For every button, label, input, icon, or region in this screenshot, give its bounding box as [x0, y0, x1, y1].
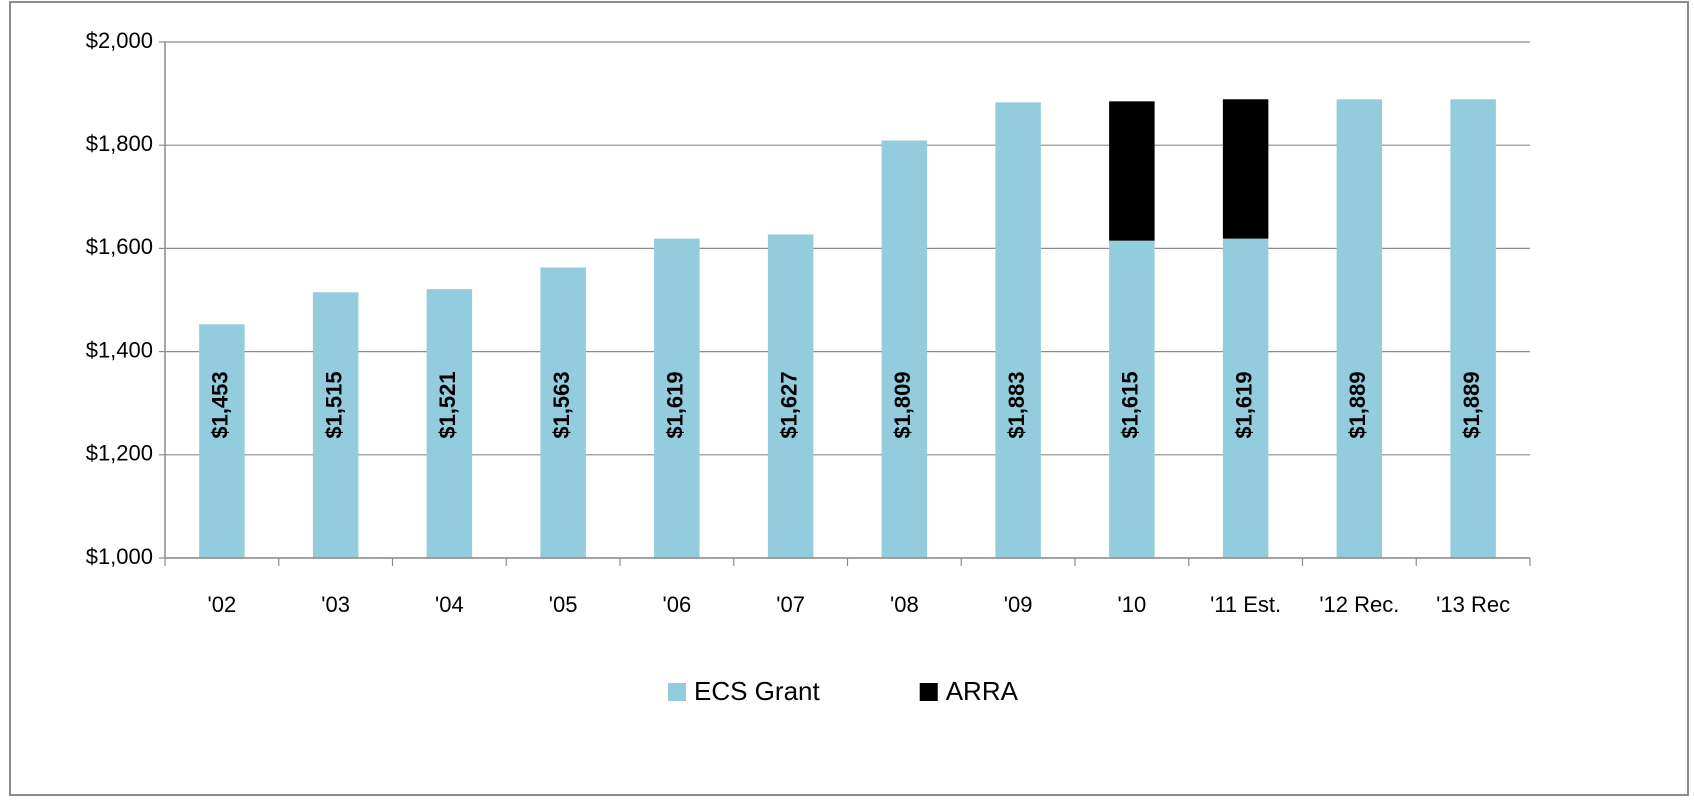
- y-tick-label: $1,800: [86, 131, 153, 156]
- y-tick-label: $1,600: [86, 234, 153, 259]
- bar: [1450, 99, 1496, 558]
- bar: [995, 102, 1041, 558]
- data-label: $1,615: [1118, 371, 1143, 438]
- y-tick-label: $2,000: [86, 28, 153, 53]
- x-tick-label: '03: [321, 592, 350, 617]
- data-label: $1,809: [890, 371, 915, 438]
- x-tick-label: '13 Rec: [1436, 592, 1510, 617]
- bar: [426, 289, 473, 558]
- data-label: $1,453: [208, 371, 233, 438]
- bar: [654, 238, 700, 558]
- x-tick-label: '05: [549, 592, 578, 617]
- data-label: $1,521: [435, 371, 460, 438]
- data-label: $1,619: [1231, 371, 1256, 438]
- y-tick-label: $1,200: [86, 441, 153, 466]
- data-label: $1,619: [663, 371, 688, 438]
- x-tick-label: '04: [435, 592, 464, 617]
- data-label: $270: [1231, 144, 1256, 193]
- legend-swatch: [919, 683, 938, 701]
- bar: [312, 292, 359, 558]
- bar: [1109, 101, 1155, 241]
- x-tick-label: '10: [1118, 592, 1147, 617]
- x-tick-label: '06: [663, 592, 692, 617]
- y-tick-label: $1,400: [86, 337, 153, 362]
- y-tick-label: $1,000: [86, 544, 153, 569]
- data-label: $1,883: [1004, 371, 1029, 438]
- x-tick-label: '07: [776, 592, 805, 617]
- bar: [1336, 99, 1383, 558]
- bar: [1222, 238, 1269, 558]
- legend-label: ARRA: [946, 676, 1019, 706]
- data-label: $1,515: [321, 371, 346, 438]
- legend-swatch: [668, 683, 686, 701]
- data-label: $1,889: [1459, 371, 1484, 438]
- legend-label: ECS Grant: [694, 676, 820, 706]
- x-tick-label: '09: [1004, 592, 1033, 617]
- x-tick-label: '02: [208, 592, 237, 617]
- bar: [881, 140, 928, 558]
- x-tick-label: '12 Rec.: [1319, 592, 1399, 617]
- bar: [1222, 99, 1269, 239]
- bar: [199, 324, 245, 558]
- bar: [767, 234, 814, 558]
- data-label: $270: [1118, 147, 1143, 196]
- x-tick-label: '11 Est.: [1210, 592, 1281, 617]
- data-label: $1,563: [549, 371, 574, 438]
- bar: [540, 267, 586, 558]
- x-tick-label: '08: [890, 592, 919, 617]
- chart-frame: [9, 1, 1689, 796]
- data-label: $1,889: [1345, 371, 1370, 438]
- bar: [1109, 240, 1155, 558]
- data-label: $1,627: [776, 371, 801, 438]
